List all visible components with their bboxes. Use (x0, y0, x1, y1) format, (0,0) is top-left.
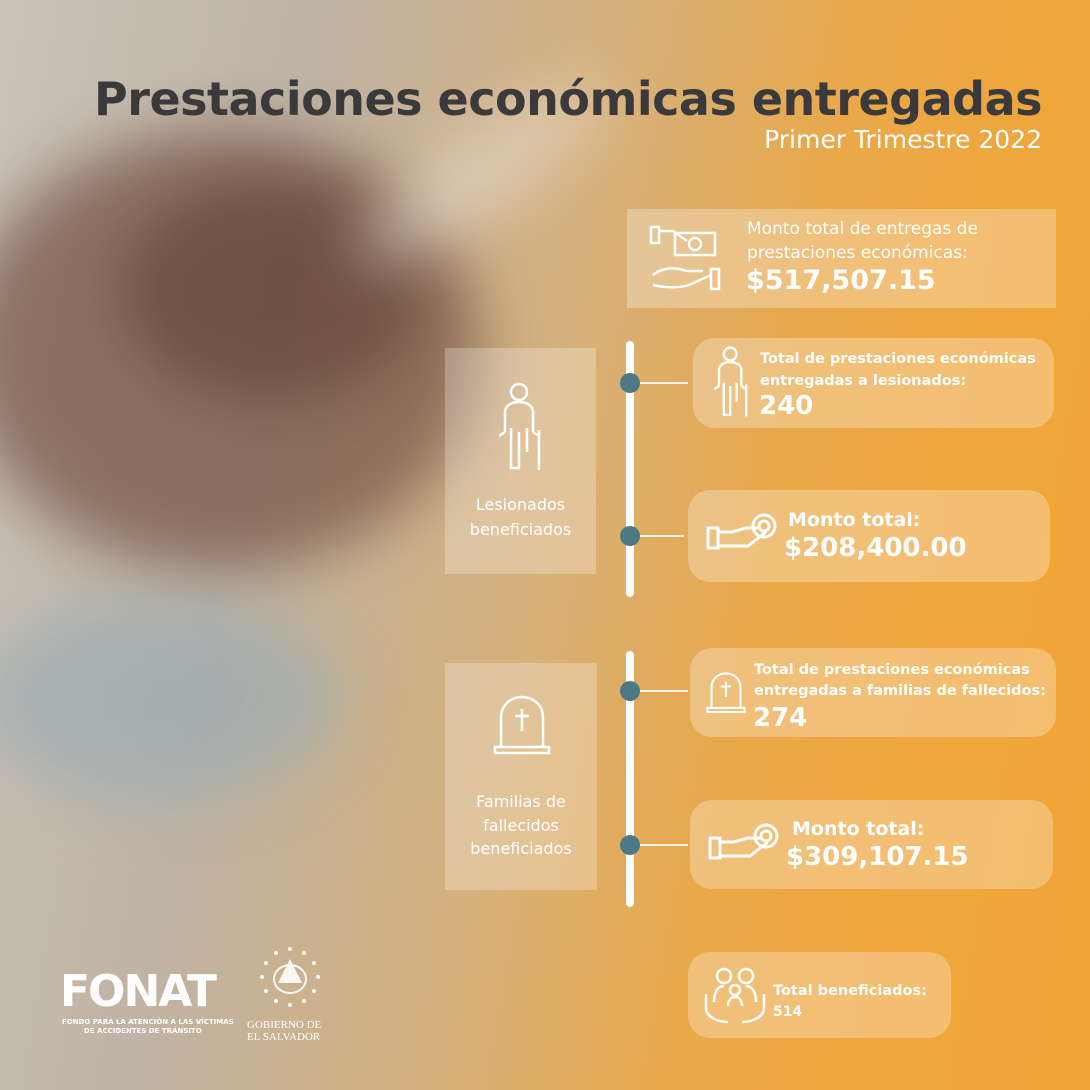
lesionados-count-label-line1: Total de prestaciones económicas (760, 351, 1036, 367)
injured-person-crutch-icon (713, 346, 748, 417)
fallecidos-timeline (626, 651, 634, 907)
fallecidos-count-value: 274 (753, 703, 808, 733)
fonat-subtitle-line2: DE ACCIDENTES DE TRÁNSITO (84, 1027, 202, 1035)
total-beneficiados-value: 514 (773, 1004, 803, 1020)
money-hand-icon (649, 225, 721, 291)
hand-coin-icon (708, 823, 779, 860)
page-title: Prestaciones económicas entregadas (94, 72, 1042, 126)
fallecidos-label-line1: Familias de (476, 792, 566, 811)
connector-line (640, 690, 688, 692)
gobierno-line1: GOBIERNO DE (247, 1019, 322, 1031)
lesionados-label-line2: beneficiados (469, 520, 572, 539)
tombstone-icon (493, 695, 551, 755)
total-label-line1: Monto total de entregas de (747, 219, 978, 239)
total-amount-value: $517,507.15 (746, 265, 936, 296)
lesionados-label-line1: Lesionados (475, 495, 566, 514)
fallecidos-count-label-line2: entregadas a familias de fallecidos: (754, 683, 1046, 699)
gobierno-el-salvador-logo: GOBIERNO DE EL SALVADOR (245, 945, 335, 1045)
fallecidos-amount-value: $309,107.15 (786, 842, 969, 872)
tombstone-icon (706, 672, 746, 714)
lesionados-side-panel: Lesionados beneficiados (445, 348, 596, 574)
hand-coin-icon (706, 513, 777, 550)
total-beneficiados-label: Total beneficiados: (773, 983, 927, 999)
coat-of-arms-icon (260, 947, 320, 1007)
family-hands-icon (704, 967, 766, 1024)
lesionados-amount-card: Monto total: $208,400.00 (688, 490, 1050, 582)
background-hand-blur (120, 180, 420, 400)
connector-line (640, 535, 684, 537)
lesionados-count-label-line2: entregadas a lesionados: (760, 373, 967, 389)
fonat-logo: FONAT FONDO PARA LA ATENCIÓN A LAS VÍCTI… (60, 966, 234, 1036)
gobierno-line2: EL SALVADOR (247, 1031, 321, 1043)
timeline-dot (620, 835, 640, 855)
fallecidos-side-panel: Familias de fallecidos beneficiados (445, 663, 597, 890)
fallecidos-count-label-line1: Total de prestaciones económicas (754, 662, 1030, 678)
lesionados-amount-label: Monto total: (788, 509, 921, 531)
total-amount-card: Monto total de entregas de prestaciones … (627, 209, 1056, 308)
fonat-subtitle-line1: FONDO PARA LA ATENCIÓN A LAS VÍCTIMAS (62, 1018, 234, 1026)
timeline-dot (620, 373, 640, 393)
lesionados-count-card: Total de prestaciones económicas entrega… (693, 338, 1054, 428)
connector-line (640, 844, 688, 846)
fallecidos-count-card: Total de prestaciones económicas entrega… (690, 648, 1056, 737)
total-beneficiados-card: Total beneficiados: 514 (688, 952, 951, 1038)
lesionados-timeline (626, 341, 634, 597)
timeline-dot (620, 681, 640, 701)
fonat-logo-text: FONAT (60, 966, 217, 1017)
fallecidos-label-line3: beneficiados (470, 839, 572, 858)
connector-line (640, 382, 688, 384)
lesionados-count-value: 240 (759, 391, 814, 421)
background-paper-blur (0, 600, 340, 800)
injured-person-crutch-icon (498, 382, 541, 470)
fallecidos-label-line2: fallecidos (483, 816, 559, 835)
fallecidos-amount-card: Monto total: $309,107.15 (690, 800, 1053, 889)
page-subtitle: Primer Trimestre 2022 (764, 125, 1042, 154)
total-label-line2: prestaciones económicas: (747, 243, 968, 263)
timeline-dot (620, 526, 640, 546)
lesionados-amount-value: $208,400.00 (784, 533, 967, 563)
fallecidos-amount-label: Monto total: (792, 818, 925, 840)
